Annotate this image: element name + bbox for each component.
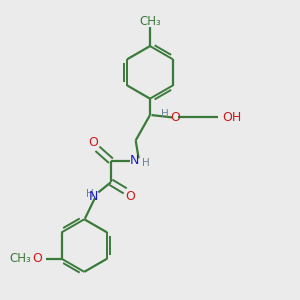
Text: O: O [88, 136, 98, 149]
Text: OH: OH [222, 111, 241, 124]
Text: O: O [125, 190, 135, 203]
Text: H: H [142, 158, 149, 167]
Text: N: N [130, 154, 139, 167]
Text: N: N [89, 190, 98, 203]
Text: CH₃: CH₃ [139, 15, 161, 28]
Text: H: H [86, 189, 94, 199]
Text: O: O [170, 111, 180, 124]
Text: H: H [161, 109, 169, 118]
Text: O: O [32, 252, 42, 265]
Text: CH₃: CH₃ [9, 252, 31, 265]
